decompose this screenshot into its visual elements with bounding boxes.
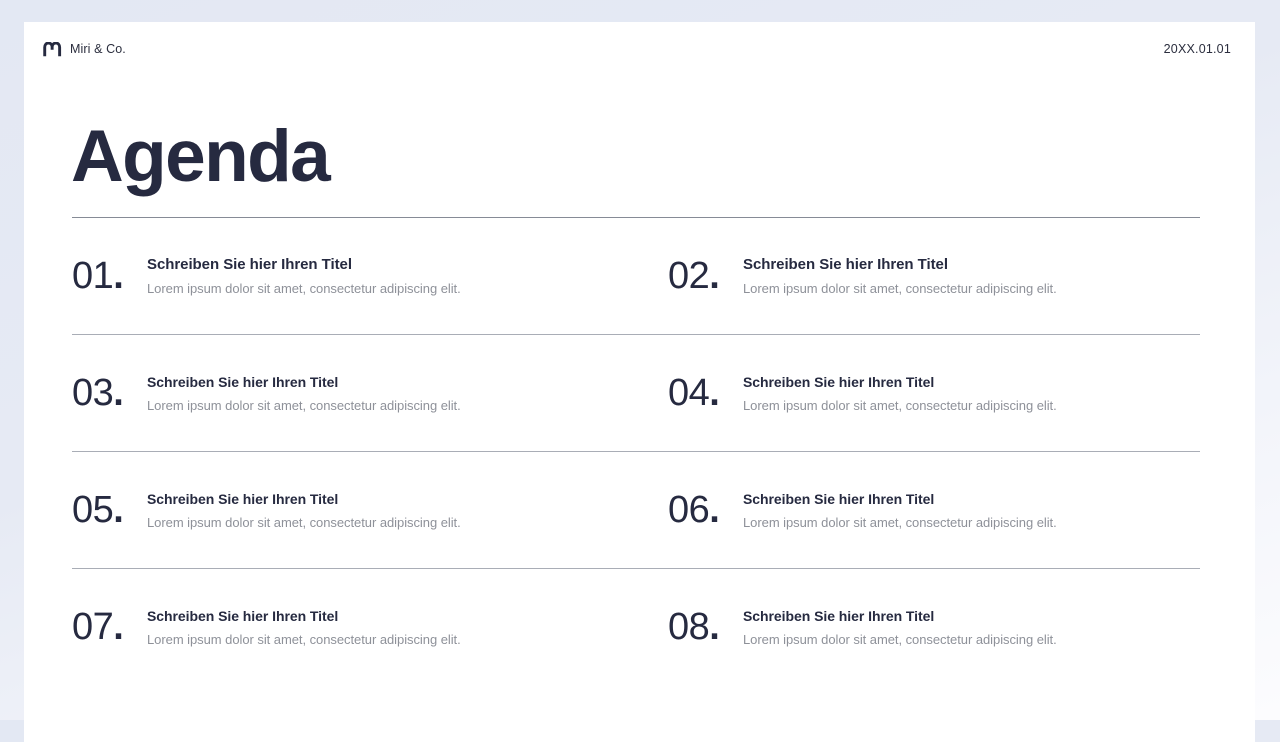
agenda-item-07[interactable]: 07. Schreiben Sie hier Ihren Titel Lorem… <box>72 569 636 685</box>
agenda-item-number: 08. <box>668 608 734 646</box>
agenda-item-number: 06. <box>668 491 734 529</box>
agenda-item-description: Lorem ipsum dolor sit amet, consectetur … <box>743 281 1057 296</box>
agenda-item-05[interactable]: 05. Schreiben Sie hier Ihren Titel Lorem… <box>72 452 636 568</box>
agenda-item-number-value: 03 <box>72 372 114 414</box>
agenda-row: 01. Schreiben Sie hier Ihren Titel Lorem… <box>72 218 1200 334</box>
agenda-row: 03. Schreiben Sie hier Ihren Titel Lorem… <box>72 335 1200 451</box>
m-monogram-icon <box>43 41 62 56</box>
agenda-item-04[interactable]: 04. Schreiben Sie hier Ihren Titel Lorem… <box>636 335 1200 451</box>
agenda-item-number-value: 06 <box>668 489 710 531</box>
agenda-item-title: Schreiben Sie hier Ihren Titel <box>147 373 339 390</box>
agenda-item-number-value: 01 <box>72 255 114 297</box>
agenda-item-title: Schreiben Sie hier Ihren Titel <box>743 373 935 390</box>
agenda-item-06[interactable]: 06. Schreiben Sie hier Ihren Titel Lorem… <box>636 452 1200 568</box>
agenda-item-number-dot: . <box>113 255 124 297</box>
agenda-item-02[interactable]: 02. Schreiben Sie hier Ihren Titel Lorem… <box>636 218 1200 334</box>
agenda-item-number-value: 08 <box>668 606 710 648</box>
agenda-item-title: Schreiben Sie hier Ihren Titel <box>743 607 935 624</box>
agenda-item-number-value: 02 <box>668 255 710 297</box>
agenda-item-description: Lorem ipsum dolor sit amet, consectetur … <box>147 514 461 530</box>
agenda-item-number: 01. <box>72 257 138 295</box>
agenda-row: 05. Schreiben Sie hier Ihren Titel Lorem… <box>72 452 1200 568</box>
agenda-item-text: Schreiben Sie hier Ihren Titel Lorem ips… <box>743 256 1057 296</box>
agenda-item-03[interactable]: 03. Schreiben Sie hier Ihren Titel Lorem… <box>72 335 636 451</box>
divider-row-1 <box>72 334 1200 335</box>
divider-row-2 <box>72 451 1200 452</box>
slide-card: Miri & Co. 20XX.01.01 Agenda 01. Schreib… <box>24 22 1255 742</box>
agenda-item-title: Schreiben Sie hier Ihren Titel <box>147 490 339 507</box>
page-title: Agenda <box>71 116 331 197</box>
slide-header: Miri & Co. 20XX.01.01 <box>24 22 1255 76</box>
agenda-item-text: Schreiben Sie hier Ihren Titel Lorem ips… <box>743 608 1057 647</box>
agenda-item-text: Schreiben Sie hier Ihren Titel Lorem ips… <box>743 491 1057 530</box>
agenda-item-number: 02. <box>668 257 734 295</box>
agenda-item-number-value: 07 <box>72 606 114 648</box>
agenda-item-text: Schreiben Sie hier Ihren Titel Lorem ips… <box>147 608 461 647</box>
agenda-item-description: Lorem ipsum dolor sit amet, consectetur … <box>147 397 461 413</box>
divider-top <box>72 217 1200 218</box>
agenda-item-title: Schreiben Sie hier Ihren Titel <box>743 256 948 273</box>
agenda-item-08[interactable]: 08. Schreiben Sie hier Ihren Titel Lorem… <box>636 569 1200 685</box>
agenda-item-text: Schreiben Sie hier Ihren Titel Lorem ips… <box>147 256 461 296</box>
agenda-list: 01. Schreiben Sie hier Ihren Titel Lorem… <box>72 217 1200 685</box>
agenda-item-number-value: 05 <box>72 489 114 531</box>
agenda-item-number-dot: . <box>113 489 124 531</box>
agenda-item-01[interactable]: 01. Schreiben Sie hier Ihren Titel Lorem… <box>72 218 636 334</box>
agenda-item-number-dot: . <box>709 372 720 414</box>
divider-row-3 <box>72 568 1200 569</box>
agenda-item-number-dot: . <box>709 606 720 648</box>
agenda-item-number: 04. <box>668 374 734 412</box>
agenda-item-number-dot: . <box>709 489 720 531</box>
agenda-item-description: Lorem ipsum dolor sit amet, consectetur … <box>743 514 1057 530</box>
agenda-item-title: Schreiben Sie hier Ihren Titel <box>147 256 352 273</box>
agenda-item-title: Schreiben Sie hier Ihren Titel <box>743 490 935 507</box>
agenda-item-number-dot: . <box>709 255 720 297</box>
agenda-item-title: Schreiben Sie hier Ihren Titel <box>147 607 339 624</box>
agenda-item-number: 03. <box>72 374 138 412</box>
agenda-row: 07. Schreiben Sie hier Ihren Titel Lorem… <box>72 569 1200 685</box>
brand-name: Miri & Co. <box>70 42 126 56</box>
brand: Miri & Co. <box>43 41 126 57</box>
agenda-item-text: Schreiben Sie hier Ihren Titel Lorem ips… <box>147 491 461 530</box>
agenda-item-number: 07. <box>72 608 138 646</box>
agenda-item-number-dot: . <box>113 372 124 414</box>
agenda-item-number: 05. <box>72 491 138 529</box>
agenda-item-number-value: 04 <box>668 372 710 414</box>
agenda-item-description: Lorem ipsum dolor sit amet, consectetur … <box>147 281 461 296</box>
agenda-item-description: Lorem ipsum dolor sit amet, consectetur … <box>743 397 1057 413</box>
agenda-item-description: Lorem ipsum dolor sit amet, consectetur … <box>147 631 461 647</box>
agenda-item-text: Schreiben Sie hier Ihren Titel Lorem ips… <box>743 374 1057 413</box>
header-date: 20XX.01.01 <box>1163 42 1231 56</box>
agenda-item-number-dot: . <box>113 606 124 648</box>
agenda-item-description: Lorem ipsum dolor sit amet, consectetur … <box>743 631 1057 647</box>
agenda-item-text: Schreiben Sie hier Ihren Titel Lorem ips… <box>147 374 461 413</box>
